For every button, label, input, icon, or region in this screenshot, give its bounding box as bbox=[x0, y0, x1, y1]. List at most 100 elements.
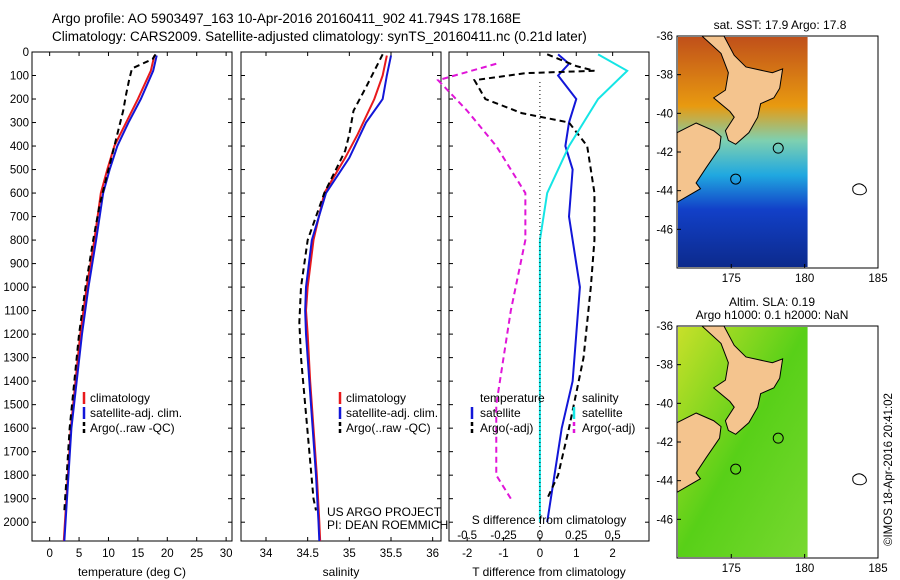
x-tick-label: 185 bbox=[868, 563, 887, 575]
series-line-3 bbox=[298, 53, 384, 511]
argo-position-marker bbox=[772, 432, 784, 444]
y-tick-label: 400 bbox=[10, 141, 29, 153]
argo-position-marker bbox=[730, 173, 742, 185]
legend-title: salinity bbox=[582, 391, 619, 405]
map-title: sat. SST: 17.9 Argo: 17.8 bbox=[714, 18, 847, 32]
y-tick-label: -40 bbox=[656, 398, 673, 410]
y-tick-label: 1700 bbox=[3, 447, 29, 459]
figure-title-line1: Argo profile: AO 5903497_163 10-Apr-2016… bbox=[52, 11, 521, 26]
panel-frame bbox=[240, 51, 442, 542]
x-tick-label: 175 bbox=[722, 273, 741, 285]
y-tick-label: -42 bbox=[656, 437, 673, 449]
y-tick-label: 0 bbox=[23, 47, 29, 59]
x-tick-label: -1 bbox=[498, 548, 508, 560]
chatham-islands-shape bbox=[852, 183, 867, 196]
x-tick-label: 0 bbox=[46, 548, 52, 560]
panel-frame bbox=[31, 51, 233, 542]
x2-tick-label: 0 bbox=[537, 530, 543, 542]
x-axis-label: temperature (deg C) bbox=[78, 565, 186, 579]
profile-panel-3: -2 -1 0 1 2 T difference from climatology -0.5… bbox=[436, 51, 650, 579]
argo-position-marker bbox=[730, 463, 742, 475]
y-tick-label: 300 bbox=[10, 118, 29, 130]
y-tick-label: -44 bbox=[656, 476, 673, 488]
imos-watermark: ©IMOS 18-Apr-2016 20:41:02 bbox=[883, 393, 895, 546]
y-tick-label: 1600 bbox=[3, 423, 29, 435]
y-tick-label: -38 bbox=[656, 360, 673, 372]
south-island-shape bbox=[676, 122, 722, 204]
legend-label: Argo(-adj) bbox=[480, 421, 533, 435]
x-tick-label: 2 bbox=[609, 548, 615, 560]
north-island-shape bbox=[700, 35, 784, 145]
chatham-islands-shape bbox=[852, 473, 867, 486]
y-tick-label: -42 bbox=[656, 147, 673, 159]
y-tick-label: -36 bbox=[656, 321, 673, 333]
series-line-3 bbox=[63, 53, 157, 511]
x-tick-label: 34 bbox=[260, 548, 273, 560]
series-line-3 bbox=[538, 53, 629, 523]
x-tick-label: 10 bbox=[102, 548, 115, 560]
y-tick-label: 1400 bbox=[3, 376, 29, 388]
x-tick-label: 35.5 bbox=[380, 548, 402, 560]
y-tick-label: 1000 bbox=[3, 282, 29, 294]
x-tick-label: 1 bbox=[573, 548, 579, 560]
annotation: PI: DEAN ROEMMICH bbox=[327, 518, 448, 532]
legend-label: climatology bbox=[90, 391, 150, 405]
x-tick-label: 30 bbox=[220, 548, 233, 560]
legend-label: Argo(-adj) bbox=[582, 421, 635, 435]
y-tick-label: 800 bbox=[10, 235, 29, 247]
x2-axis-label: S difference from climatology bbox=[472, 513, 627, 527]
map-subtitle: Argo h1000: 0.1 h2000: NaN bbox=[696, 308, 849, 322]
y-tick-label: 1500 bbox=[3, 400, 29, 412]
argo-position-marker bbox=[772, 142, 784, 154]
series-line-2 bbox=[472, 53, 596, 500]
y-tick-label: 1100 bbox=[4, 306, 29, 318]
legend-title: temperature bbox=[480, 391, 545, 405]
x-tick-label: 175 bbox=[722, 563, 741, 575]
north-island-shape bbox=[700, 325, 784, 435]
x-tick-label: 36 bbox=[426, 548, 439, 560]
y-tick-label: -36 bbox=[656, 31, 673, 43]
panel-frame bbox=[448, 51, 650, 542]
legend-label: satellite bbox=[480, 406, 521, 420]
y-tick-label: -46 bbox=[656, 514, 673, 526]
x2-tick-label: 0.5 bbox=[605, 530, 621, 542]
x-tick-label: 180 bbox=[795, 563, 814, 575]
profile-panel-1: 0 5 10 15 20 25 300100200300400500600700800900… bbox=[3, 47, 232, 579]
y-tick-label: 200 bbox=[10, 94, 29, 106]
y-tick-label: 2000 bbox=[3, 517, 29, 529]
x2-tick-label: -0.25 bbox=[490, 530, 516, 542]
y-tick-label: 700 bbox=[10, 212, 29, 224]
x-tick-label: 185 bbox=[868, 273, 887, 285]
series-line-2 bbox=[304, 55, 392, 542]
x2-tick-label: 0.25 bbox=[565, 530, 587, 542]
y-tick-label: 1900 bbox=[3, 494, 29, 506]
map-panel-2: 175 180 185 -36 -38 -40 -42 -44 -46 Altim. SLA: 0… bbox=[656, 295, 887, 575]
legend-label: Argo(..raw -QC) bbox=[90, 421, 175, 435]
y-tick-label: 100 bbox=[10, 71, 29, 83]
profile-panel-2: 34 34.5 35 35.5 36 salinity climatologysatelli… bbox=[240, 51, 448, 579]
south-island-shape bbox=[676, 412, 722, 494]
legend-label: satellite bbox=[582, 406, 623, 420]
x-tick-label: 15 bbox=[131, 548, 144, 560]
y-tick-label: 1200 bbox=[3, 329, 29, 341]
series-line-1 bbox=[546, 53, 581, 523]
x-tick-label: 20 bbox=[161, 548, 174, 560]
y-tick-label: 600 bbox=[10, 188, 29, 200]
annotation: US ARGO PROJECT bbox=[327, 505, 442, 519]
y-tick-label: -44 bbox=[656, 186, 673, 198]
legend-label: satellite-adj. clim. bbox=[346, 406, 438, 420]
series-line-2 bbox=[63, 55, 158, 542]
x-axis-label: salinity bbox=[323, 565, 360, 579]
map-title: Altim. SLA: 0.19 bbox=[729, 295, 815, 309]
figure-title-line2: Climatology: CARS2009. Satellite-adjuste… bbox=[52, 29, 587, 44]
y-tick-label: 500 bbox=[10, 165, 29, 177]
x-tick-label: -2 bbox=[462, 548, 472, 560]
x-tick-label: 5 bbox=[76, 548, 82, 560]
y-tick-label: -46 bbox=[656, 224, 673, 236]
x-tick-label: 0 bbox=[537, 548, 543, 560]
y-tick-label: 1800 bbox=[3, 470, 29, 482]
map-panel-1: 175 180 185 -36 -38 -40 -42 -44 -46 sat. SST: 17.… bbox=[656, 18, 887, 285]
x2-tick-label: -0.5 bbox=[457, 530, 477, 542]
legend-label: climatology bbox=[346, 391, 406, 405]
